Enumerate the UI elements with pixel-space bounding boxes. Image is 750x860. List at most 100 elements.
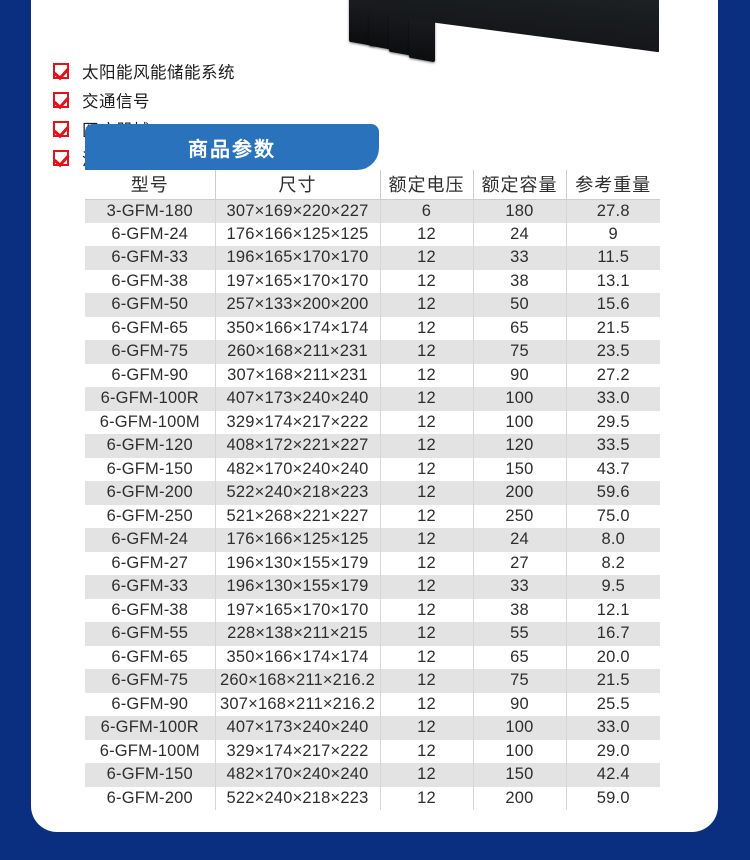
table-cell-尺寸: 228×138×211×215 (215, 622, 381, 646)
table-cell-型号: 6-GFM-100M (85, 739, 216, 763)
table-cell-参考重量: 12.1 (566, 598, 660, 622)
table-cell-额定容量: 150 (473, 457, 567, 481)
table-cell-尺寸: 350×166×174×174 (215, 645, 381, 669)
table-row: 6-GFM-100R 407×173×240×240 12 100 33.0 (85, 716, 660, 740)
table-cell-型号: 6-GFM-100R (85, 387, 216, 411)
column-header-3: 额定容量 (473, 170, 567, 200)
table-row: 6-GFM-75 260×168×211×216.2 12 75 21.5 (85, 669, 660, 693)
table-cell-型号: 6-GFM-75 (85, 340, 216, 364)
table-cell-参考重量: 13.1 (566, 269, 660, 293)
table-cell-尺寸: 407×173×240×240 (215, 387, 381, 411)
spec-table: 型号 尺寸 额定电压 额定容量 参考重量 3-GFM-180 307×169×220×22… (85, 170, 660, 810)
table-cell-额定电压: 12 (380, 622, 474, 646)
table-row: 6-GFM-200 522×240×218×223 12 200 59.6 (85, 481, 660, 505)
checkbox-checked-icon (53, 62, 69, 79)
table-cell-额定电压: 12 (380, 504, 474, 528)
table-cell-额定容量: 24 (473, 222, 567, 246)
table-cell-额定容量: 250 (473, 504, 567, 528)
table-cell-参考重量: 33.0 (566, 716, 660, 740)
table-cell-型号: 6-GFM-90 (85, 363, 216, 387)
table-cell-额定容量: 33 (473, 246, 567, 270)
table-row: 6-GFM-150 482×170×240×240 12 150 42.4 (85, 763, 660, 787)
table-row: 6-GFM-55 228×138×211×215 12 55 16.7 (85, 622, 660, 646)
table-cell-额定电压: 12 (380, 387, 474, 411)
table-cell-尺寸: 329×174×217×222 (215, 410, 381, 434)
table-cell-参考重量: 75.0 (566, 504, 660, 528)
table-cell-型号: 6-GFM-75 (85, 669, 216, 693)
table-cell-型号: 6-GFM-55 (85, 622, 216, 646)
column-header-0: 型号 (85, 170, 216, 200)
table-cell-尺寸: 176×166×125×125 (215, 222, 381, 246)
table-cell-额定容量: 27 (473, 551, 567, 575)
table-cell-型号: 6-GFM-38 (85, 598, 216, 622)
table-cell-尺寸: 522×240×218×223 (215, 786, 381, 810)
table-cell-参考重量: 29.0 (566, 739, 660, 763)
product-photo (345, 0, 675, 108)
checkbox-checked-icon (53, 91, 69, 108)
table-header-row: 型号 尺寸 额定电压 额定容量 参考重量 (85, 170, 660, 200)
table-cell-额定电压: 12 (380, 739, 474, 763)
table-row: 3-GFM-180 307×169×220×227 6 180 27.8 (85, 199, 660, 223)
table-cell-尺寸: 176×166×125×125 (215, 528, 381, 552)
table-cell-额定电压: 12 (380, 528, 474, 552)
table-cell-额定电压: 12 (380, 316, 474, 340)
table-cell-型号: 6-GFM-120 (85, 434, 216, 458)
table-cell-额定电压: 12 (380, 246, 474, 270)
table-cell-尺寸: 307×169×220×227 (215, 199, 381, 223)
table-cell-尺寸: 407×173×240×240 (215, 716, 381, 740)
table-cell-尺寸: 197×165×170×170 (215, 269, 381, 293)
feature-item: 太阳能风能储能系统 (53, 56, 353, 85)
table-row: 6-GFM-65 350×166×174×174 12 65 20.0 (85, 645, 660, 669)
table-cell-型号: 6-GFM-65 (85, 316, 216, 340)
spec-table-container: 型号 尺寸 额定电压 额定容量 参考重量 3-GFM-180 307×169×220×22… (85, 170, 660, 810)
table-cell-额定电压: 12 (380, 692, 474, 716)
checkbox-checked-icon (53, 120, 69, 137)
table-row: 6-GFM-250 521×268×221×227 12 250 75.0 (85, 504, 660, 528)
feature-item: 交通信号 (53, 85, 353, 114)
table-row: 6-GFM-65 350×166×174×174 12 65 21.5 (85, 316, 660, 340)
table-cell-额定电压: 12 (380, 293, 474, 317)
table-cell-尺寸: 350×166×174×174 (215, 316, 381, 340)
table-cell-参考重量: 15.6 (566, 293, 660, 317)
table-cell-型号: 6-GFM-200 (85, 786, 216, 810)
table-cell-额定容量: 150 (473, 763, 567, 787)
battery-stack-photo (345, 0, 675, 108)
table-cell-额定容量: 120 (473, 434, 567, 458)
table-cell-尺寸: 196×130×155×179 (215, 551, 381, 575)
column-header-4: 参考重量 (566, 170, 660, 200)
table-cell-额定电压: 12 (380, 363, 474, 387)
table-cell-型号: 6-GFM-27 (85, 551, 216, 575)
table-cell-额定容量: 200 (473, 481, 567, 505)
table-cell-额定容量: 200 (473, 786, 567, 810)
table-row: 6-GFM-120 408×172×221×227 12 120 33.5 (85, 434, 660, 458)
table-row: 6-GFM-24 176×166×125×125 12 24 9 (85, 222, 660, 246)
table-cell-额定电压: 12 (380, 763, 474, 787)
table-cell-参考重量: 21.5 (566, 316, 660, 340)
table-cell-型号: 6-GFM-150 (85, 763, 216, 787)
table-cell-尺寸: 408×172×221×227 (215, 434, 381, 458)
table-cell-参考重量: 33.5 (566, 434, 660, 458)
table-cell-额定电压: 12 (380, 645, 474, 669)
table-cell-尺寸: 257×133×200×200 (215, 293, 381, 317)
table-cell-参考重量: 43.7 (566, 457, 660, 481)
column-header-2: 额定电压 (380, 170, 474, 200)
table-cell-参考重量: 59.0 (566, 786, 660, 810)
table-cell-额定容量: 100 (473, 739, 567, 763)
checkbox-checked-icon (53, 149, 69, 166)
spec-table-head: 型号 尺寸 额定电压 额定容量 参考重量 (85, 170, 660, 200)
table-cell-型号: 6-GFM-100M (85, 410, 216, 434)
table-cell-尺寸: 329×174×217×222 (215, 739, 381, 763)
table-cell-参考重量: 25.5 (566, 692, 660, 716)
table-cell-额定容量: 65 (473, 645, 567, 669)
table-cell-型号: 6-GFM-200 (85, 481, 216, 505)
table-cell-额定容量: 100 (473, 410, 567, 434)
table-cell-尺寸: 521×268×221×227 (215, 504, 381, 528)
table-cell-额定容量: 90 (473, 692, 567, 716)
table-row: 6-GFM-90 307×168×211×231 12 90 27.2 (85, 363, 660, 387)
table-cell-额定电压: 12 (380, 575, 474, 599)
table-cell-型号: 6-GFM-33 (85, 575, 216, 599)
table-cell-额定电压: 12 (380, 481, 474, 505)
table-cell-参考重量: 16.7 (566, 622, 660, 646)
feature-label: 交通信号 (82, 92, 150, 111)
